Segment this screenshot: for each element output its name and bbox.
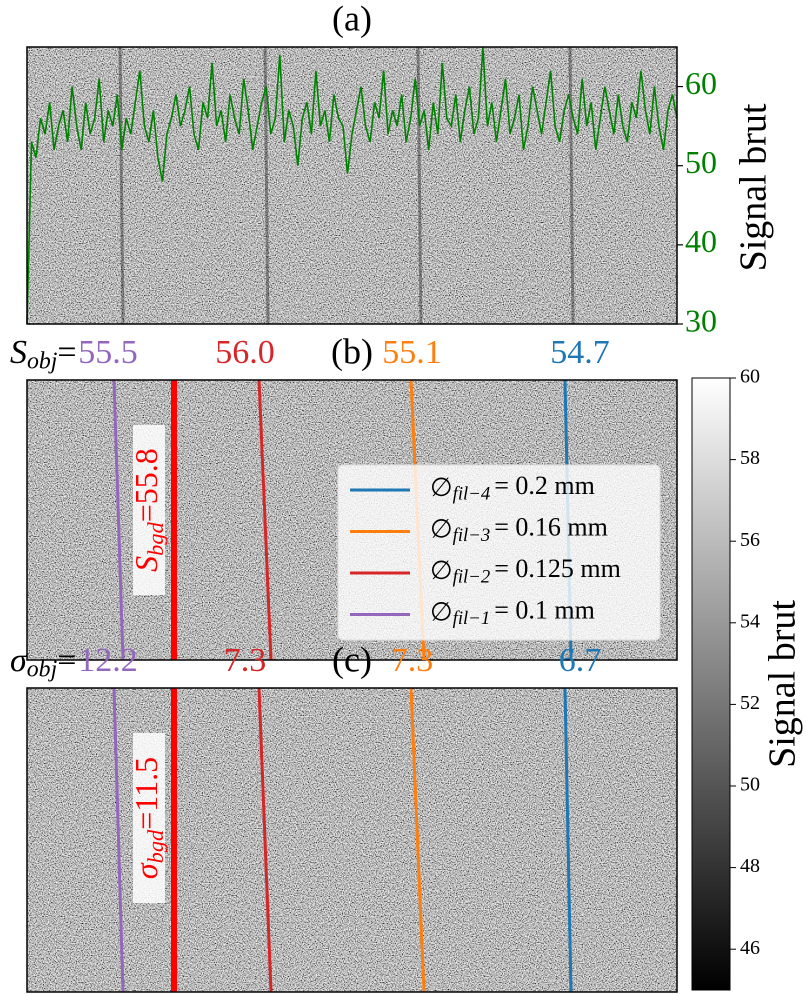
legend-label-part: fil−3 [453,525,491,546]
legend-box [337,464,661,641]
value-prefix-part: σ [10,642,28,679]
background-annotation: Sbgd=55.8 [128,448,168,572]
legend-label-part: = 0.2 mm [494,471,595,500]
y2-tick-label: 30 [685,302,717,338]
legend-label-part: ∅ [430,556,453,585]
colorbar [691,377,731,991]
legend-label: ∅fil−4 = 0.2 mm [430,471,595,505]
background-annotation-part: 55.8 [128,448,164,504]
background-annotation-part: S [128,556,164,572]
panel-frame [26,46,678,325]
value-prefix: Sobj= [10,334,77,375]
value-prefix-part: obj [27,657,58,683]
colorbar-tick-label: 54 [740,610,760,632]
colorbar-label: Signal brut [762,600,804,768]
background-annotation-part: σ [128,862,164,879]
image-stripe [263,46,270,325]
legend-label-part: fil−1 [453,608,491,629]
legend-label-part: fil−2 [453,567,491,588]
y2-tick-label: 40 [685,223,717,259]
value-label: 55.5 [78,334,138,371]
legend-label-part: = 0.16 mm [494,512,608,541]
signal-line [26,46,678,325]
legend-label: ∅fil−3 = 0.16 mm [430,512,608,546]
value-prefix-part: = [57,642,76,679]
y2-tick-label: 50 [685,144,717,180]
value-label: 55.1 [382,334,442,371]
colorbar-tick-label: 48 [740,855,760,877]
value-prefix: σobj= [10,642,76,683]
image-stripe [118,46,125,325]
y2-axis-label: Signal brut [733,103,775,271]
colorbar-tick-label: 56 [740,529,760,551]
background-annotation-part: = [128,504,164,522]
legend-label-part: = 0.125 mm [494,554,621,583]
y2-tick-label: 60 [685,65,717,101]
image-background [27,688,677,992]
value-prefix-part: obj [27,349,58,375]
legend-label-part: ∅ [430,473,453,502]
value-label: 6.7 [559,642,602,679]
background-annotation-part: bgd [143,829,168,863]
panel-title: (b) [331,331,373,371]
background-annotation-part: 11.5 [128,757,164,812]
colorbar-tick-label: 52 [740,692,760,714]
background-annotation: σbgd=11.5 [128,757,168,879]
annotation-box [133,733,165,903]
colorbar-tick-label: 50 [740,774,760,796]
panel-frame [26,687,678,993]
background-annotation-part: bgd [143,521,168,555]
image-stripe [568,46,575,325]
panel-title: (a) [332,0,372,38]
image-stripe [416,46,423,325]
filament-line [409,687,426,993]
panel-frame [26,379,678,661]
value-prefix-part: S [10,334,27,371]
value-label: 7.3 [224,642,267,679]
value-label: 7.3 [391,642,434,679]
filament-line [112,687,125,993]
filament-line [257,687,273,993]
filament-line [257,379,273,661]
legend-label: ∅fil−2 = 0.125 mm [430,554,621,588]
filament-line [112,379,125,661]
legend-label-part: fil−4 [453,484,491,505]
value-label: 12.2 [78,642,138,679]
colorbar-tick-label: 60 [740,366,760,388]
legend-label-part: ∅ [430,514,453,543]
value-prefix-part: = [57,334,76,371]
legend-label-part: ∅ [430,597,453,626]
panel-title: (c) [332,639,372,679]
colorbar-tick-label: 58 [740,447,760,469]
background-annotation-part: = [128,812,164,830]
value-label: 56.0 [215,334,275,371]
image-background [27,47,677,324]
legend-label-part: = 0.1 mm [494,595,595,624]
legend-label: ∅fil−1 = 0.1 mm [430,595,595,629]
value-label: 54.7 [550,334,610,371]
annotation-box [133,425,165,595]
colorbar-tick-label: 46 [740,937,760,959]
filament-line [563,687,573,993]
